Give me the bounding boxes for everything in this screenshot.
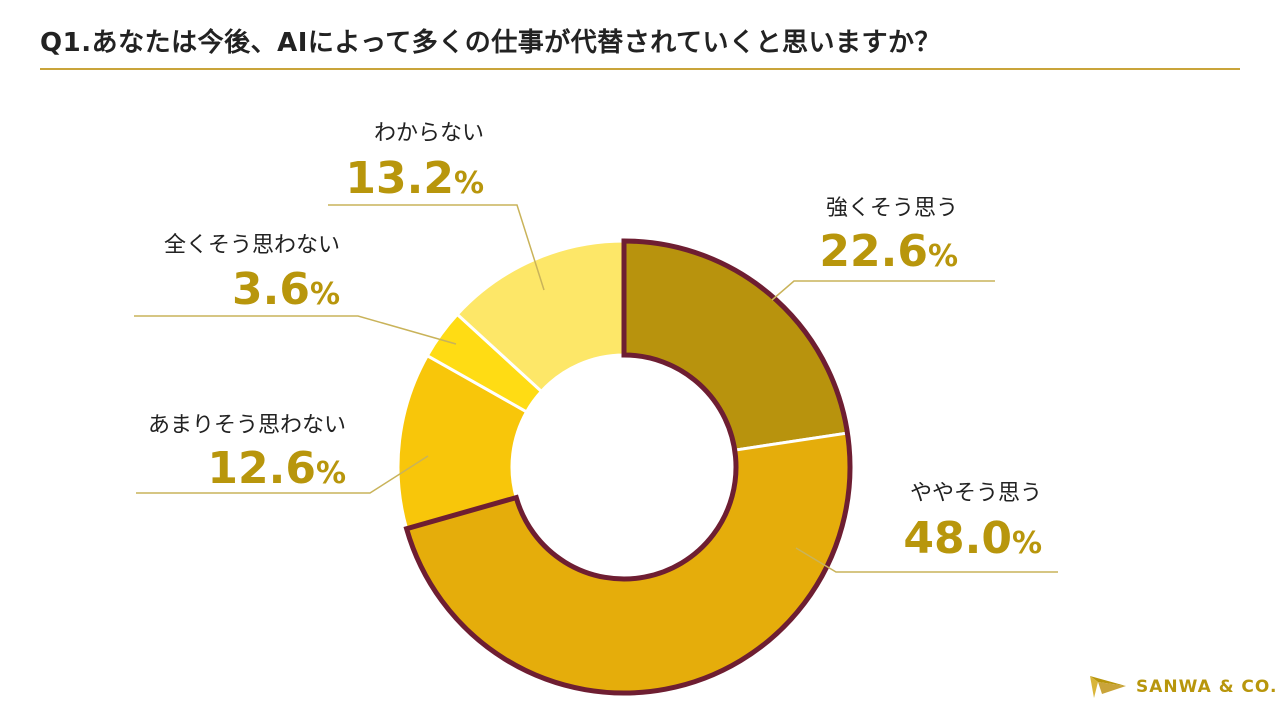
brand-name: SANWA & CO. (1136, 677, 1278, 697)
slice-value-1: 22.6% (819, 226, 958, 277)
brand-logo: SANWA & CO. (1088, 672, 1277, 702)
slice-value-3: 12.6% (207, 443, 346, 494)
slice-label-3: あまりそう思わない (148, 413, 346, 438)
leader-line-5 (328, 204, 545, 291)
donut-slices (396, 238, 853, 696)
agree-group-outline (403, 238, 853, 696)
slice-value-2: 48.0% (903, 513, 1042, 564)
slice-value-5: 13.2% (345, 153, 484, 204)
slice-label-5: わからない (374, 121, 484, 146)
page-title: Q1.あなたは今後、AIによって多くの仕事が代替されていくと思いますか？ (40, 28, 942, 58)
leader-line-3 (136, 455, 429, 494)
leader-line-1 (771, 280, 995, 301)
slice-label-4: 全くそう思わない (164, 233, 340, 258)
slice-value-4: 3.6% (232, 264, 340, 315)
slice-label-2: ややそう思う (910, 481, 1042, 506)
title-underline (40, 68, 1240, 70)
slice-label-1: 強くそう思う (826, 196, 958, 221)
leader-line-2 (795, 547, 1058, 573)
leader-line-4 (134, 315, 457, 345)
leader-lines (134, 204, 1058, 573)
slice-labels: 強くそう思う 22.6% ややそう思う 48.0% あまりそう思わない 12.6% 全くそう… (148, 121, 1042, 564)
paper-plane-icon (1090, 676, 1126, 698)
